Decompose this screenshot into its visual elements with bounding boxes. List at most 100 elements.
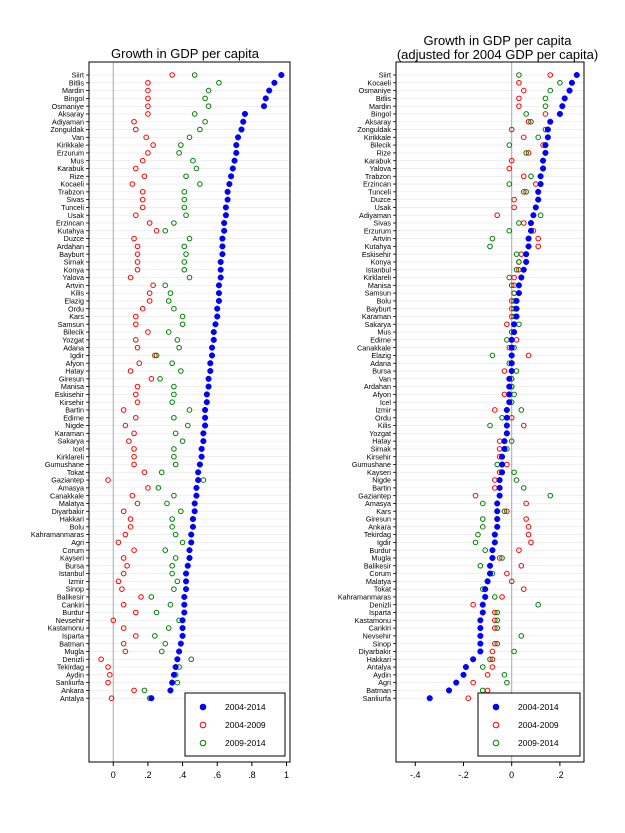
category-label: Artvin xyxy=(373,234,391,243)
point-2004-2014 xyxy=(202,406,209,414)
legend-marker-2004-2014 xyxy=(199,703,207,711)
point-2004-2009 xyxy=(148,376,155,382)
point-2004-2009 xyxy=(136,360,143,367)
category-label: Tekirdag xyxy=(57,663,84,672)
point-2004-2014 xyxy=(191,508,198,515)
point-2004-2014 xyxy=(527,219,535,227)
legend-marker-2009-2014 xyxy=(492,739,500,747)
point-2009-2014 xyxy=(176,344,182,351)
point-2004-2014 xyxy=(217,258,224,266)
category-label: Konya xyxy=(371,258,391,267)
chart-title-left: Growth in GDP per capita xyxy=(80,47,290,61)
point-2004-2009 xyxy=(145,150,151,156)
category-label: Cankiri xyxy=(369,624,392,633)
point-2004-2009 xyxy=(494,212,501,219)
point-2004-2014 xyxy=(182,586,190,593)
point-2009-2014 xyxy=(523,150,529,156)
point-2004-2014 xyxy=(518,274,525,281)
point-2009-2014 xyxy=(542,95,549,102)
point-2004-2009 xyxy=(143,134,149,141)
category-label: Antalya xyxy=(60,694,84,703)
point-2004-2009 xyxy=(504,570,510,577)
category-label: Mugla xyxy=(371,554,391,563)
point-2004-2014 xyxy=(207,360,214,367)
point-2009-2014 xyxy=(165,625,172,631)
point-2004-2014 xyxy=(226,181,233,188)
point-2009-2014 xyxy=(205,103,212,109)
x-tick-label: 0 xyxy=(509,770,514,780)
category-label: Ordu xyxy=(375,413,391,422)
point-2009-2014 xyxy=(506,142,513,148)
point-2009-2014 xyxy=(205,87,212,94)
point-2004-2014 xyxy=(426,695,433,702)
point-2009-2014 xyxy=(188,656,195,663)
point-2004-2014 xyxy=(513,297,520,304)
point-2004-2014 xyxy=(202,414,209,421)
category-label: Artvin xyxy=(66,281,84,290)
category-label: Hatay xyxy=(372,437,391,446)
point-2009-2014 xyxy=(202,118,208,125)
category-label: Karabuk xyxy=(364,156,391,165)
point-2004-2009 xyxy=(132,126,139,133)
category-label: Osmaniye xyxy=(52,102,84,111)
category-label: Hakkari xyxy=(367,655,392,664)
category-label: Erzincan xyxy=(56,219,84,228)
title-line: Growth in GDP per capita xyxy=(423,33,572,48)
point-2004-2009 xyxy=(139,196,146,203)
point-2004-2009 xyxy=(150,282,156,289)
category-label: Hakkari xyxy=(60,515,85,524)
point-2004-2009 xyxy=(542,111,549,117)
point-2004-2009 xyxy=(132,321,139,328)
point-2004-2009 xyxy=(110,617,117,624)
point-2009-2014 xyxy=(191,72,198,78)
category-label: Kutahya xyxy=(365,242,391,251)
point-2004-2014 xyxy=(499,461,506,468)
point-2004-2014 xyxy=(179,617,186,624)
point-2004-2009 xyxy=(492,625,498,631)
category-label: Giresun xyxy=(59,374,84,383)
point-2004-2009 xyxy=(120,640,127,647)
category-label: Rize xyxy=(70,172,84,181)
point-2004-2009 xyxy=(145,87,151,94)
point-2004-2009 xyxy=(523,516,529,522)
category-label: Kocaeli xyxy=(367,78,391,87)
point-2004-2009 xyxy=(120,508,127,515)
plot-frame xyxy=(395,61,585,763)
category-label: Kars xyxy=(376,507,391,516)
point-2009-2014 xyxy=(518,633,525,639)
x-tick-label: 0 xyxy=(111,770,116,780)
point-2009-2014 xyxy=(164,500,170,507)
point-2004-2014 xyxy=(506,399,513,406)
point-2004-2009 xyxy=(105,679,111,686)
point-2004-2014 xyxy=(484,578,491,585)
point-2004-2014 xyxy=(544,126,551,133)
point-2004-2014 xyxy=(222,204,229,211)
category-label: Canakkale xyxy=(357,343,391,352)
category-label: Edirne xyxy=(63,413,84,422)
legend-label: 2004-2014 xyxy=(225,702,266,712)
point-2004-2009 xyxy=(119,586,125,592)
category-label: Erzurum xyxy=(57,149,84,158)
point-2004-2014 xyxy=(260,103,268,110)
point-2009-2014 xyxy=(511,648,517,655)
point-2004-2014 xyxy=(221,227,228,234)
point-2004-2009 xyxy=(516,95,522,102)
legend-marker-2004-2009 xyxy=(199,721,207,729)
point-2004-2009 xyxy=(127,274,134,281)
category-label: Kahramanmaras xyxy=(31,530,85,539)
point-2004-2009 xyxy=(115,578,122,585)
category-label: Balikesir xyxy=(364,561,392,570)
category-label: Burdur xyxy=(62,608,84,617)
point-2009-2014 xyxy=(535,134,542,141)
point-2009-2014 xyxy=(528,173,534,180)
point-2004-2009 xyxy=(132,313,139,320)
point-2004-2014 xyxy=(462,663,469,671)
point-2009-2014 xyxy=(489,352,496,359)
point-2009-2014 xyxy=(172,531,179,538)
category-label: Kayseri xyxy=(60,554,84,563)
point-2004-2009 xyxy=(145,485,151,491)
point-2004-2009 xyxy=(131,118,137,125)
category-label: Agri xyxy=(378,678,391,687)
point-2004-2009 xyxy=(124,562,130,569)
point-2004-2014 xyxy=(508,336,515,343)
